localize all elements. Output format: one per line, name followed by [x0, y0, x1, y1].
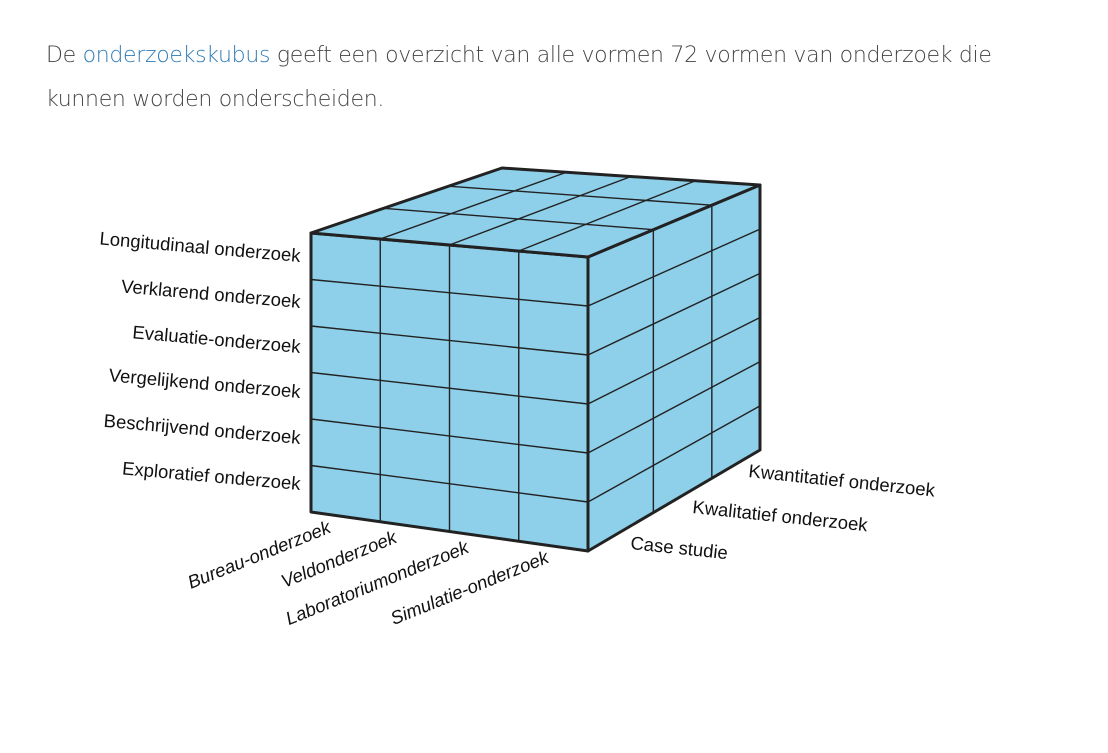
top-grid-line — [449, 175, 632, 246]
front-grid-line — [310, 371, 589, 405]
front-grid-line — [310, 418, 589, 454]
left-label: Exploratief onderzoek — [121, 457, 302, 494]
intro-text: geeft een overzicht van alle vormen 72 v… — [46, 43, 992, 112]
front-grid-line — [310, 278, 589, 307]
right-grid-line — [587, 405, 761, 503]
right-grid-line — [587, 272, 761, 356]
top-grid-line — [380, 171, 567, 240]
left-label: Beschrijvend onderzoek — [103, 410, 302, 448]
right-grid-line — [587, 228, 761, 307]
right-label: Case studie — [630, 532, 729, 563]
front-grid-line — [310, 325, 589, 356]
top-grid-line — [518, 180, 696, 252]
left-label: Vergelijkend onderzoek — [108, 364, 302, 402]
bottom-label: Bureau-onderzoek — [184, 516, 335, 593]
right-label: Kwalitatief onderzoek — [692, 496, 870, 535]
top-grid-line — [448, 185, 712, 206]
left-label: Verklarend onderzoek — [120, 275, 302, 312]
right-grid-line — [587, 316, 761, 405]
intro-text: De — [46, 43, 83, 68]
onderzoekskubus-link[interactable]: onderzoekskubus — [82, 43, 271, 68]
left-label: Longitudinaal onderzoek — [99, 227, 302, 266]
top-grid-line — [383, 207, 654, 231]
front-grid-line — [310, 464, 589, 503]
left-label: Evaluatie-onderzoek — [132, 321, 303, 357]
right-label: Kwantitatief onderzoek — [748, 460, 937, 501]
right-grid-line — [587, 361, 761, 454]
intro-paragraph: De onderzoekskubus geeft een overzicht v… — [46, 34, 1046, 122]
